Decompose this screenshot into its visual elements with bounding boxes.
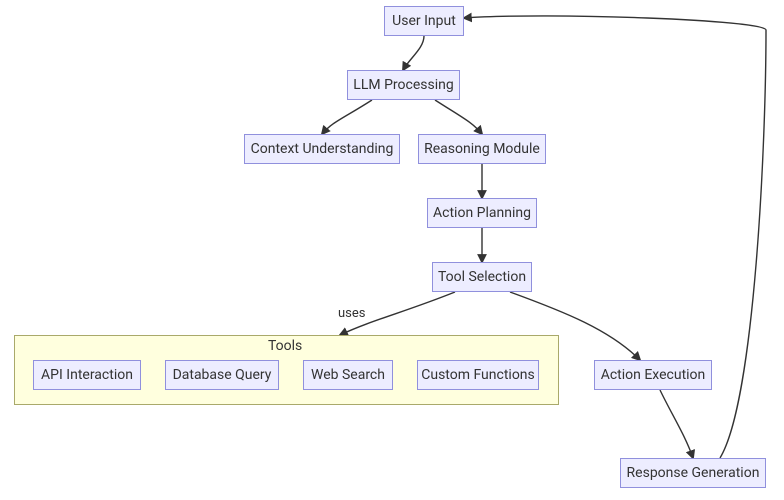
node-database-query: Database Query xyxy=(165,360,279,390)
node-label: LLM Processing xyxy=(353,77,453,93)
node-llm-processing: LLM Processing xyxy=(347,70,460,100)
node-label: User Input xyxy=(392,13,456,29)
tools-group-label: Tools xyxy=(268,338,302,354)
node-label: Tool Selection xyxy=(438,269,526,285)
node-context-understanding: Context Understanding xyxy=(244,134,400,164)
flowchart-canvas: Tools User Input LLM Processing Context … xyxy=(0,0,784,500)
node-label: Context Understanding xyxy=(251,141,394,157)
node-api-interaction: API Interaction xyxy=(33,360,141,390)
node-label: Response Generation xyxy=(627,465,760,481)
edge-llm_processing-to-context_understanding xyxy=(322,100,372,134)
node-reasoning-module: Reasoning Module xyxy=(418,134,546,164)
edge-llm_processing-to-reasoning_module xyxy=(435,100,482,134)
node-label: Reasoning Module xyxy=(424,141,540,157)
node-label: Action Execution xyxy=(601,367,706,383)
edge-user_input-to-llm_processing xyxy=(403,36,424,70)
node-label: Action Planning xyxy=(433,205,531,221)
node-label: Web Search xyxy=(311,367,385,383)
node-action-execution: Action Execution xyxy=(594,360,712,390)
node-web-search: Web Search xyxy=(303,360,393,390)
node-user-input: User Input xyxy=(384,6,464,36)
edge-action_execution-to-response_generation xyxy=(660,390,693,458)
node-response-generation: Response Generation xyxy=(620,458,766,488)
node-label: Database Query xyxy=(173,367,272,383)
edge-label-uses: uses xyxy=(336,306,367,321)
node-label: Custom Functions xyxy=(421,367,535,383)
node-action-planning: Action Planning xyxy=(427,198,537,228)
node-custom-functions: Custom Functions xyxy=(417,360,539,390)
node-label: API Interaction xyxy=(41,367,133,383)
node-tool-selection: Tool Selection xyxy=(432,262,532,292)
